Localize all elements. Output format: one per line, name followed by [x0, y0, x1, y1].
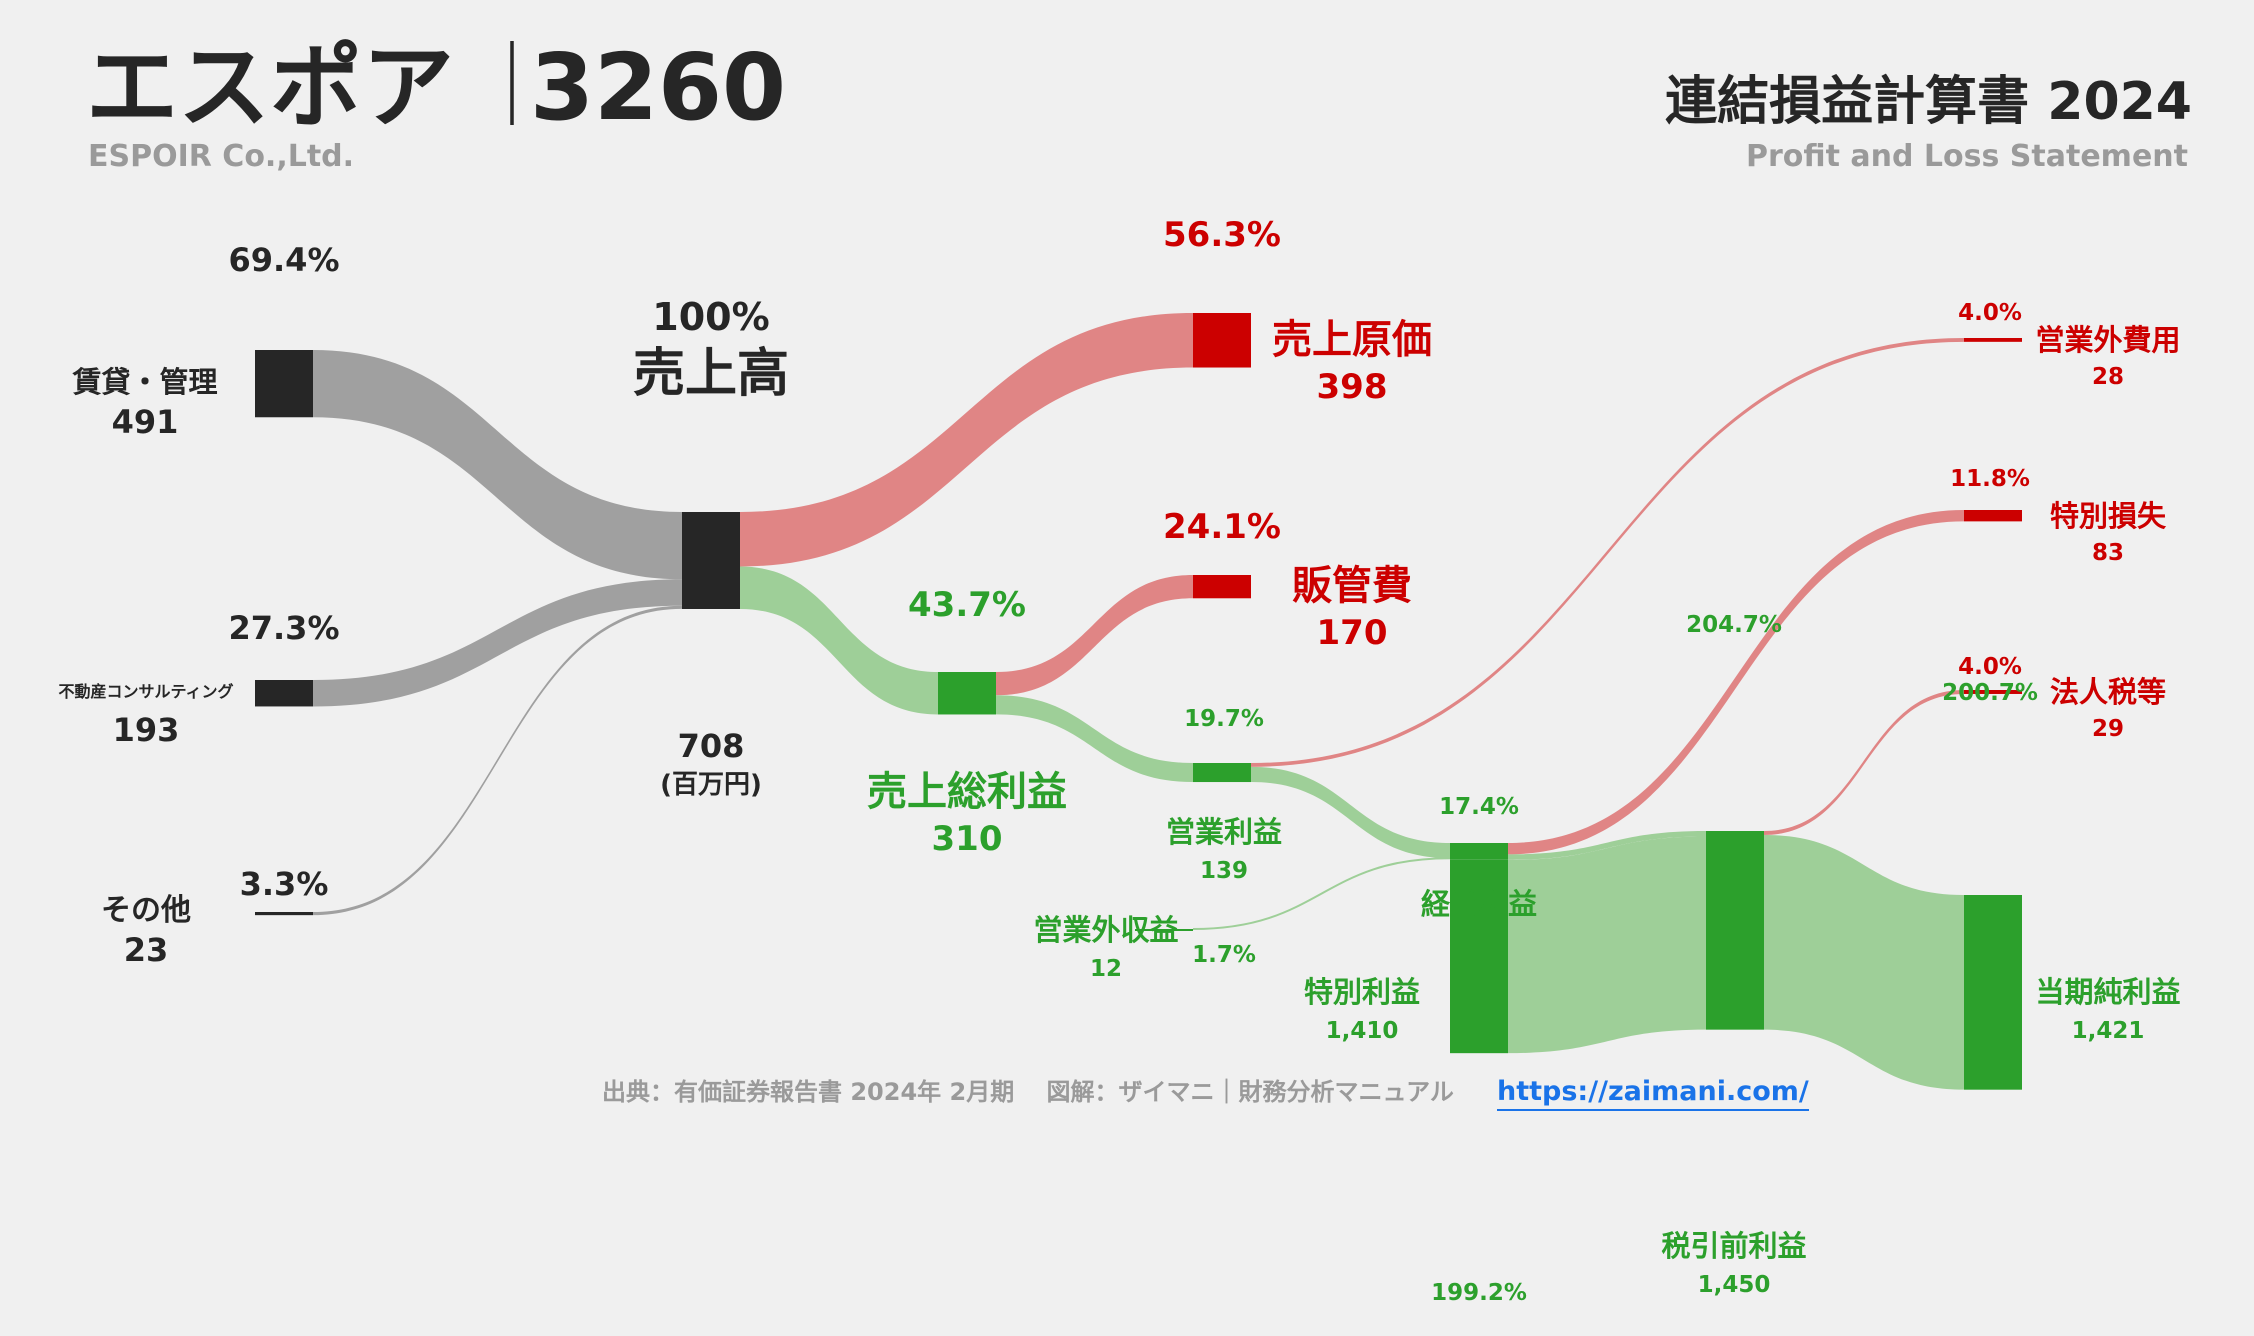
- label-rental: 賃貸・管理: [72, 365, 218, 399]
- label-nonop-exp: 営業外費用: [2035, 323, 2181, 357]
- source-note: 出典：有価証券報告書 2024年 2月期 図解：ザイマニ｜財務分析マニュアル: [602, 1078, 1454, 1106]
- pct-consulting: 27.3%: [228, 609, 340, 647]
- company-name: エスポア: [86, 34, 455, 141]
- value-op: 139: [1199, 858, 1249, 884]
- value-cogs: 398: [1316, 367, 1388, 407]
- label-special-loss: 特別損失: [2049, 499, 2167, 533]
- value-net: 1,421: [2071, 1018, 2145, 1044]
- label-nonop-inc: 営業外収益: [1033, 913, 1179, 947]
- node-special_loss: [1964, 510, 2022, 522]
- flow-rental-to-revenue: [313, 350, 682, 580]
- node-tax: [1964, 690, 2022, 694]
- node-pretax: [1706, 831, 1764, 1030]
- label-revenue: 売上高: [632, 344, 790, 404]
- label-other: その他: [101, 893, 191, 928]
- flow-special_inc-to-pretax: [1508, 836, 1706, 1054]
- label-sga: 販管費: [1292, 563, 1412, 609]
- label-consulting: 不動産コンサルティング: [58, 682, 234, 701]
- value-nonop-inc: 12: [1089, 956, 1123, 982]
- node-net: [1964, 895, 2022, 1090]
- label-op: 営業利益: [1165, 815, 1283, 849]
- statement-title-en: Profit and Loss Statement: [1745, 139, 2188, 174]
- pct-ordinary: 17.4%: [1439, 794, 1519, 820]
- pct-revenue: 100%: [652, 295, 770, 339]
- label-net: 当期純利益: [2035, 975, 2181, 1009]
- pct-cogs: 56.3%: [1163, 215, 1281, 255]
- node-other: [255, 912, 313, 916]
- value-gross: 310: [931, 819, 1003, 859]
- company-name-en: ESPOIR Co.,Ltd.: [88, 139, 355, 174]
- flow-revenue-to-cogs: [740, 313, 1193, 567]
- pct-rental: 69.4%: [228, 241, 340, 279]
- label-tax: 法人税等: [2049, 675, 2167, 709]
- pct-pretax: 204.7%: [1686, 612, 1782, 638]
- node-sga: [1193, 575, 1251, 599]
- pct-op: 19.7%: [1184, 706, 1264, 732]
- flow-pretax-to-tax: [1764, 690, 1964, 835]
- pct-nonop-inc: 1.7%: [1192, 942, 1256, 968]
- value-nonop-exp: 28: [2091, 364, 2125, 390]
- pct-sga: 24.1%: [1163, 507, 1281, 547]
- value-sga: 170: [1316, 613, 1388, 653]
- label-cogs: 売上原価: [1272, 317, 1432, 363]
- node-op: [1193, 763, 1251, 783]
- flow-gross-to-op: [996, 695, 1193, 783]
- pct-tax: 4.0%: [1958, 654, 2022, 680]
- statement-title: 連結損益計算書 2024: [1665, 72, 2192, 132]
- flow-revenue-to-gross: [740, 566, 938, 715]
- flow-op-to-nonop_exp: [1251, 338, 1964, 767]
- flow-ordinary-to-pretax: [1508, 831, 1706, 860]
- pct-special-inc: 199.2%: [1431, 1280, 1527, 1306]
- node-revenue: [682, 512, 740, 609]
- node-nonop_exp: [1964, 338, 2022, 342]
- source-link[interactable]: https://zaimani.com/: [1497, 1078, 1809, 1111]
- pct-other: 3.3%: [239, 865, 329, 903]
- flow-other-to-revenue: [313, 605, 682, 916]
- value-special-inc: 1,410: [1325, 1018, 1399, 1044]
- value-special-loss: 83: [2091, 540, 2125, 566]
- label-special-inc: 特別利益: [1303, 975, 1421, 1009]
- value-consulting: 193: [112, 711, 180, 749]
- flow-op-to-ordinary: [1251, 766, 1450, 859]
- stock-code: 3260: [530, 34, 787, 141]
- node-special_inc: [1450, 860, 1508, 1054]
- value-rental: 491: [111, 403, 179, 441]
- node-ordinary: [1450, 843, 1508, 860]
- label-ordinary: 経常利益: [1420, 887, 1538, 921]
- pct-gross: 43.7%: [908, 585, 1026, 625]
- value-revenue: 708: [677, 727, 745, 765]
- node-gross: [938, 672, 996, 715]
- flow-nonop_inc-to-ordinary: [1192, 857, 1451, 930]
- flow-consulting-to-revenue: [313, 579, 682, 707]
- label-gross: 売上総利益: [867, 769, 1067, 815]
- flow-ordinary-to-special_loss: [1508, 510, 1964, 855]
- unit-label: (百万円): [660, 770, 762, 800]
- flow-pretax-to-net: [1764, 834, 1964, 1090]
- flow-gross-to-sga: [996, 575, 1193, 696]
- pct-net: 200.7%: [1942, 680, 2038, 706]
- value-tax: 29: [2091, 716, 2125, 742]
- title-separator: ｜: [470, 37, 555, 135]
- pct-nonop-exp: 4.0%: [1958, 300, 2022, 326]
- node-consulting: [255, 680, 313, 707]
- node-rental: [255, 350, 313, 418]
- value-other: 23: [123, 931, 169, 969]
- value-pretax: 1,450: [1697, 1272, 1771, 1298]
- pct-special-loss: 11.8%: [1950, 466, 2030, 492]
- node-cogs: [1193, 313, 1251, 368]
- label-pretax: 税引前利益: [1661, 1229, 1807, 1263]
